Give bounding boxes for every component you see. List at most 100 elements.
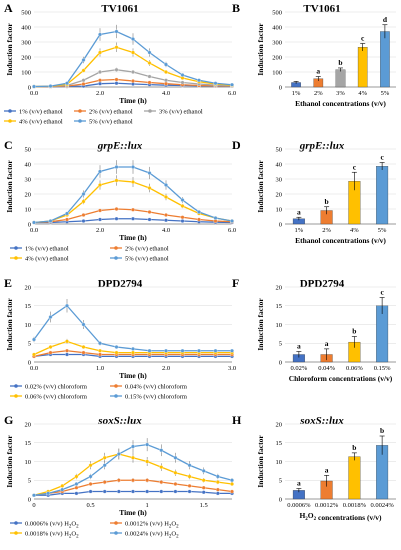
panel-e-ytick-label: 0 [28, 359, 31, 366]
panel-c-point [32, 220, 36, 225]
panel-f-category-label: 0.04% [318, 365, 335, 372]
panel-b-title: TV1061 [303, 3, 340, 15]
panel-a-ytick-label: 400 [21, 24, 31, 31]
panel-h-significance-letter: a [297, 479, 301, 488]
panel-a-legend-marker [8, 119, 12, 123]
panel-f-ylabel: Induction factor [256, 298, 265, 351]
panel-f-category-label: 0.15% [374, 365, 391, 372]
panel-g-point [131, 478, 135, 483]
panel-a-ytick-label: 0 [28, 84, 31, 91]
panel-g-point [88, 474, 93, 479]
panel-c-point [147, 171, 152, 175]
panel-c-ytick-label: 40 [25, 161, 32, 168]
panel-g-point [116, 452, 121, 456]
panel-g-point [215, 491, 220, 496]
panel-a-point [164, 78, 168, 83]
panel-d-ytick-label: 20 [276, 191, 283, 198]
panel-e-point [48, 315, 53, 319]
panel-g-point [187, 463, 192, 468]
panel-a-legend-label: 4% (v/v) ethanol [19, 118, 63, 125]
panel-b-letter: B [232, 1, 240, 15]
panel-e-point [131, 350, 135, 355]
panel-g-ytick-label: 20 [25, 421, 32, 428]
panel-a-legend-marker [78, 119, 82, 123]
panel-h-ylabel: Induction factor [256, 435, 265, 488]
panel-g-point [32, 493, 36, 498]
panel-c-point [147, 210, 152, 214]
panel-g-point [46, 491, 51, 496]
panel-c-point [98, 183, 102, 187]
panel-e-title: DPD2794 [98, 278, 143, 290]
panel-e-series-line [33, 304, 232, 352]
panel-f-title: DPD2794 [300, 278, 345, 290]
panel-c-legend-marker [14, 256, 18, 260]
panel-e-point [98, 352, 102, 357]
panel-d-significance-letter: a [297, 207, 301, 216]
panel-a-point [114, 77, 119, 82]
panel-g-point [102, 480, 107, 485]
panel-g-xtick-label: 0 [32, 502, 35, 509]
panel-g-point [145, 478, 150, 483]
panel-g-point [230, 489, 234, 494]
panel-e-xtick-label: 2.0 [162, 365, 170, 372]
panel-e-point [164, 348, 168, 353]
panel-a-point [131, 50, 135, 55]
panel-e-legend-label: 0.06% (v/v) chloroform [25, 393, 87, 400]
panel-c-point [180, 198, 185, 202]
panel-b-category-label: 4% [358, 90, 367, 97]
panel-c-point [131, 216, 135, 221]
panel-g-legend-marker [14, 531, 18, 535]
panel-a-point [180, 73, 185, 77]
panel-g-point [102, 463, 107, 468]
panel-g-point [215, 487, 220, 492]
panel-a-point [180, 80, 185, 85]
panel-d-significance-letter: c [353, 162, 357, 171]
panel-g-point [60, 487, 65, 492]
panel-e-point [81, 345, 86, 349]
panel-e-point [65, 339, 69, 344]
panel-e-letter: E [4, 276, 12, 290]
panel-h-significance-letter: a [325, 465, 329, 474]
panel-g-ytick-label: 0 [28, 496, 31, 503]
panel-e-ytick-label: 15 [25, 303, 32, 310]
panel-a-xlabel: Time (h) [119, 96, 147, 105]
panel-c-point [180, 204, 185, 208]
panel-c-point [230, 219, 234, 223]
panel-e-legend-marker [14, 394, 18, 398]
panel-a-point [131, 37, 135, 41]
panel-b-ytick-label: 0 [279, 84, 282, 91]
panel-f-letter: F [232, 276, 239, 290]
panel-a-legend-label: 2% (v/v) ethanol [89, 108, 133, 115]
panel-g-point [60, 483, 65, 488]
panel-g-point [173, 489, 178, 494]
panel-h-ytick-label: 0 [279, 496, 282, 503]
panel-a-xtick-label: 4.0 [162, 90, 170, 97]
panel-e-point [230, 348, 234, 353]
panel-a-ytick-label: 300 [21, 39, 31, 46]
panel-g-point [159, 480, 164, 485]
panel-a-point [98, 32, 102, 37]
panel-a-point [164, 70, 168, 74]
panel-e-point [81, 322, 86, 327]
panel-f-category-label: 0.06% [346, 365, 363, 372]
panel-a-xtick-label: 2.0 [96, 90, 104, 97]
panel-g-point [102, 489, 107, 494]
panel-b-bar [380, 31, 390, 88]
panel-a-title: TV1061 [101, 3, 138, 15]
panel-a-legend-marker [78, 109, 82, 113]
panel-g-legend-marker [114, 531, 118, 535]
panel-d-category-label: 1% [295, 227, 304, 234]
panel-a-point [48, 84, 53, 89]
panel-e-point [98, 348, 102, 353]
panel-e-point [48, 345, 53, 349]
panel-g-point [74, 474, 79, 479]
panel-a-point [98, 70, 102, 74]
panel-e-point [197, 348, 201, 353]
panel-c-point [180, 215, 185, 220]
panel-g-ytick-label: 5 [28, 478, 31, 485]
panel-e-xtick-label: 1.0 [96, 365, 104, 372]
panel-c-point [114, 216, 119, 221]
panel-g-point [215, 480, 220, 485]
panel-c-xlabel: Time (h) [119, 233, 147, 242]
panel-d-ytick-label: 30 [276, 176, 283, 183]
